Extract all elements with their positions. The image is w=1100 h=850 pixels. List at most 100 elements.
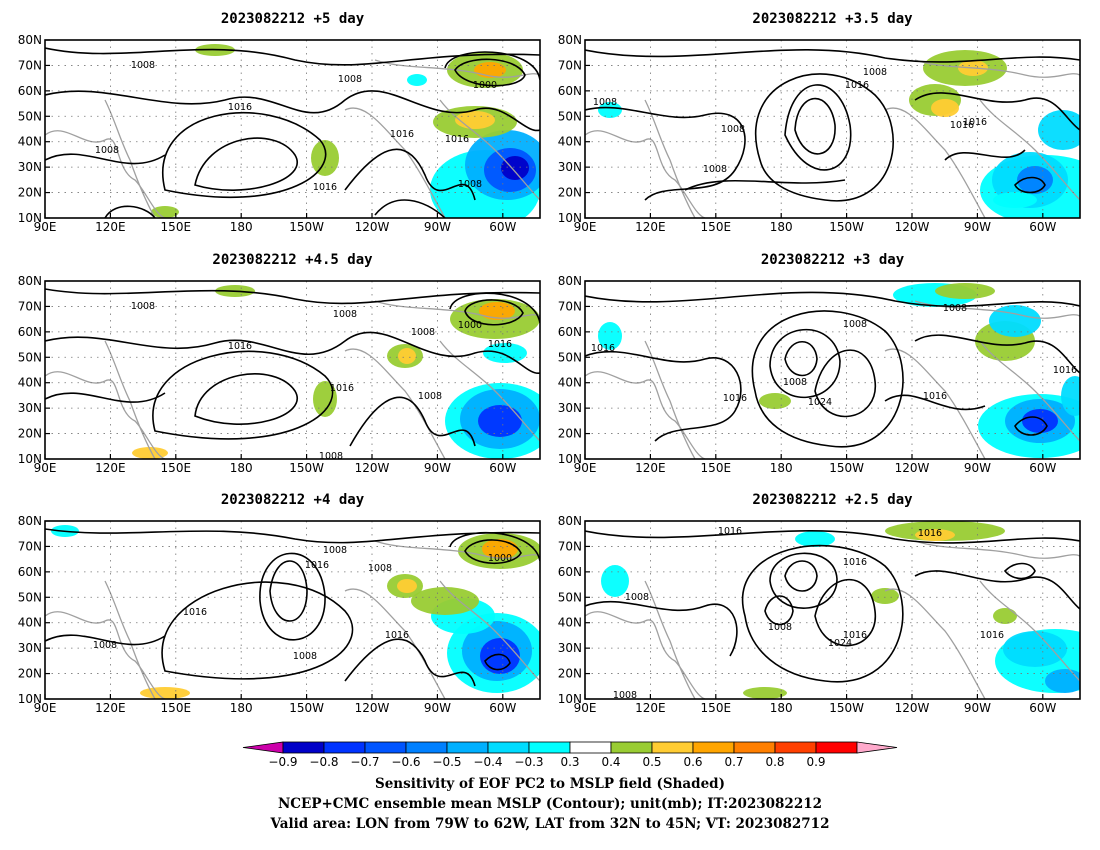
- contour-label: 1008: [943, 303, 967, 314]
- y-tick-label: 60N: [558, 565, 582, 579]
- coastline: [884, 588, 986, 699]
- sensitivity-shading: [483, 343, 527, 363]
- mslp-contour: [449, 531, 540, 562]
- colorbar-segment: [569, 741, 612, 754]
- mslp-contour: [769, 328, 841, 399]
- x-tick-label: 90E: [574, 461, 597, 475]
- colorbar-label: −0.5: [432, 755, 461, 769]
- colorbar-label: 0.3: [560, 755, 579, 769]
- coastline: [45, 371, 166, 459]
- map-panel: 2023082212 +3.5 day100810081016101610081…: [558, 11, 1081, 234]
- mslp-contour: [194, 137, 298, 191]
- contour-label: 1016: [980, 630, 1004, 641]
- coastline: [45, 130, 166, 218]
- map-frame: [44, 39, 541, 219]
- y-tick-label: 80N: [18, 274, 42, 288]
- contour-label: 1008: [131, 60, 155, 71]
- x-tick-label: 120W: [895, 220, 930, 234]
- colorbar-segment: [487, 741, 530, 754]
- mslp-contour: [45, 331, 540, 374]
- x-tick-label: 90W: [424, 220, 451, 234]
- x-tick-label: 180: [230, 461, 253, 475]
- sensitivity-shading: [411, 587, 479, 615]
- contour-label: 1008: [625, 592, 649, 603]
- contour-label: 1008: [593, 97, 617, 108]
- sensitivity-shading: [480, 638, 520, 674]
- sensitivity-shading: [501, 156, 529, 180]
- mslp-contour: [754, 73, 894, 202]
- panel-title: 2023082212 +4 day: [221, 492, 365, 508]
- x-tick-label: 150W: [829, 461, 864, 475]
- mslp-contour: [794, 97, 836, 155]
- y-tick-label: 20N: [558, 186, 582, 200]
- mslp-contour: [784, 341, 818, 377]
- caption-line-3: Valid area: LON from 79W to 62W, LAT fro…: [270, 816, 830, 832]
- sensitivity-shading: [915, 529, 955, 541]
- mslp-contour: [1014, 176, 1046, 194]
- mslp-contour: [45, 392, 166, 403]
- map-body: 1008 1016 1008 1016 1008 1000 1016 1008: [45, 521, 540, 699]
- contour-label: 1016: [183, 607, 207, 618]
- contour-label: 1008: [863, 67, 887, 78]
- panel-title: 2023082212 +4.5 day: [212, 252, 373, 268]
- sensitivity-shading: [871, 588, 899, 604]
- x-tick-label: 90W: [424, 701, 451, 715]
- y-tick-label: 10N: [558, 692, 582, 706]
- mslp-contour: [585, 291, 1080, 308]
- x-tick-label: 150W: [289, 220, 324, 234]
- mslp-contour: [751, 310, 904, 448]
- y-tick-label: 40N: [558, 135, 582, 149]
- mslp-contour: [45, 47, 540, 66]
- x-tick-label: 90E: [574, 220, 597, 234]
- y-tick-label: 20N: [18, 186, 42, 200]
- contour-label: 1000: [488, 553, 512, 564]
- x-tick-label: 120E: [95, 701, 126, 715]
- contour-label: 1016: [843, 630, 867, 641]
- y-tick-label: 20N: [558, 667, 582, 681]
- mslp-contour: [444, 51, 540, 81]
- x-tick-label: 90E: [34, 461, 57, 475]
- panel-title: 2023082212 +2.5 day: [752, 492, 913, 508]
- y-tick-label: 70N: [558, 58, 582, 72]
- colorbar-segment: [282, 741, 325, 754]
- coastline: [374, 59, 540, 78]
- contour-label: 1000: [473, 80, 497, 91]
- mslp-contour: [914, 570, 1080, 610]
- colorbar-segment: [323, 741, 366, 754]
- contour-label: 1016: [843, 557, 867, 568]
- y-tick-label: 40N: [558, 376, 582, 390]
- colorbar-segment: [364, 741, 407, 754]
- mslp-contour: [194, 373, 298, 425]
- contour-label: 1008: [411, 327, 435, 338]
- contour-label: 1008: [768, 622, 792, 633]
- y-tick-label: 70N: [18, 539, 42, 553]
- y-tick-label: 30N: [558, 641, 582, 655]
- contour-label: 1016: [718, 526, 742, 537]
- coastline: [45, 611, 166, 699]
- x-tick-label: 120W: [355, 701, 390, 715]
- y-tick-label: 30N: [18, 160, 42, 174]
- coastline: [884, 348, 986, 459]
- y-tick-label: 10N: [558, 211, 582, 225]
- sensitivity-shading: [1003, 631, 1067, 667]
- contour-label: 1008: [93, 640, 117, 651]
- x-tick-label: 180: [230, 220, 253, 234]
- sensitivity-shading: [759, 393, 791, 409]
- y-tick-label: 50N: [18, 350, 42, 364]
- mslp-contour: [45, 288, 540, 305]
- mslp-contour: [344, 148, 476, 201]
- y-tick-label: 30N: [558, 401, 582, 415]
- mslp-contour: [104, 205, 156, 218]
- mslp-contour: [814, 578, 876, 647]
- panel-title: 2023082212 +5 day: [221, 11, 365, 27]
- contour-label: 1024: [808, 397, 832, 408]
- mslp-contour: [269, 560, 308, 622]
- x-tick-label: 180: [770, 701, 793, 715]
- y-tick-label: 80N: [558, 33, 582, 47]
- colorbar-segment: [405, 741, 448, 754]
- contour-label: 1016: [313, 182, 337, 193]
- mslp-contour: [45, 528, 540, 544]
- mslp-contour: [784, 84, 852, 171]
- map-panel: 2023082212 +4.5 day100810081016100810001…: [18, 252, 541, 475]
- mslp-contour: [944, 149, 1026, 161]
